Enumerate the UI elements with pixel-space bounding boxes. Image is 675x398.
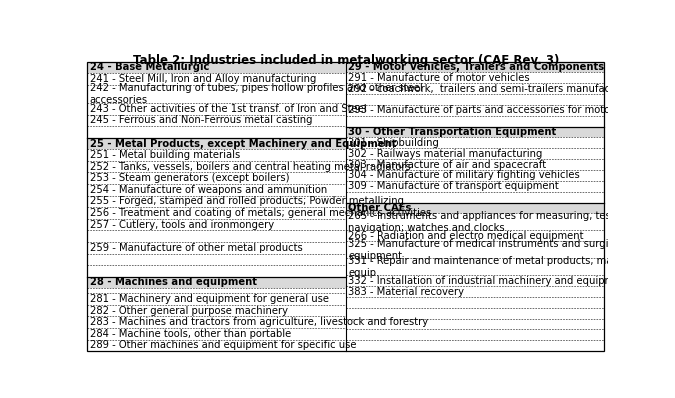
- Text: 241 - Steel Mill, Iron and Alloy manufacturing: 241 - Steel Mill, Iron and Alloy manufac…: [90, 74, 316, 84]
- Text: 331 - Repair and maintenance of metal products, machinery&
equip.: 331 - Repair and maintenance of metal pr…: [348, 256, 657, 278]
- FancyBboxPatch shape: [346, 203, 604, 213]
- Text: 301 - Shipbuilding: 301 - Shipbuilding: [348, 138, 439, 148]
- Text: 282 - Other general purpose machinery: 282 - Other general purpose machinery: [90, 306, 288, 316]
- Text: 325 - Manufacture of medical instruments and surgical
equipment: 325 - Manufacture of medical instruments…: [348, 238, 623, 261]
- Text: 30 - Other Transportation Equipment: 30 - Other Transportation Equipment: [348, 127, 556, 137]
- FancyBboxPatch shape: [346, 62, 604, 72]
- Text: 29 - Motor Vehicles, Trailers and Components: 29 - Motor Vehicles, Trailers and Compon…: [348, 62, 604, 72]
- Text: 243 - Other activities of the 1st transf. of Iron and Steel: 243 - Other activities of the 1st transf…: [90, 104, 367, 114]
- FancyBboxPatch shape: [88, 277, 346, 288]
- Text: 255 - Forged, stamped and rolled products; Powder metallizing: 255 - Forged, stamped and rolled product…: [90, 197, 404, 207]
- FancyBboxPatch shape: [88, 138, 346, 149]
- Text: Other CAEs: Other CAEs: [348, 203, 412, 213]
- Text: 304 - Manufacture of military fighting vehicles: 304 - Manufacture of military fighting v…: [348, 170, 580, 180]
- Text: 25 - Metal Products, except Machinery and Equipment: 25 - Metal Products, except Machinery an…: [90, 139, 396, 148]
- Text: 257 - Cutlery, tools and ironmongery: 257 - Cutlery, tools and ironmongery: [90, 220, 274, 230]
- FancyBboxPatch shape: [88, 62, 346, 73]
- FancyBboxPatch shape: [346, 127, 604, 137]
- Text: 281 - Machinery and equipment for general use: 281 - Machinery and equipment for genera…: [90, 294, 329, 304]
- Text: 383 - Material recovery: 383 - Material recovery: [348, 287, 464, 297]
- Text: 254 - Manufacture of weapons and ammunition: 254 - Manufacture of weapons and ammunit…: [90, 185, 327, 195]
- Text: 292 - coachwork,  trailers and semi-trailers manufacture: 292 - coachwork, trailers and semi-trail…: [348, 84, 630, 94]
- Text: 252 - Tanks, vessels, boilers and central heating metal radiators: 252 - Tanks, vessels, boilers and centra…: [90, 162, 410, 172]
- Text: 283 - Machines and tractors from agriculture, livestock and forestry: 283 - Machines and tractors from agricul…: [90, 317, 428, 327]
- Text: 266 - Radiation and electro medical equipment: 266 - Radiation and electro medical equi…: [348, 231, 584, 241]
- Text: 24 - Base Metallurgic: 24 - Base Metallurgic: [90, 62, 209, 72]
- Text: 251 - Metal building materials: 251 - Metal building materials: [90, 150, 240, 160]
- Text: 332 - Installation of industrial machinery and equipment: 332 - Installation of industrial machine…: [348, 276, 630, 286]
- Text: 256 - Treatment and coating of metals; general mechanics activities: 256 - Treatment and coating of metals; g…: [90, 208, 431, 218]
- Text: 302 - Railways material manufacturing: 302 - Railways material manufacturing: [348, 149, 543, 159]
- Text: 28 - Machines and equipment: 28 - Machines and equipment: [90, 277, 256, 287]
- Text: 253 - Steam generators (except boilers): 253 - Steam generators (except boilers): [90, 173, 290, 183]
- Text: 265 - Instruments and appliances for measuring, testing and
navigation; watches : 265 - Instruments and appliances for mea…: [348, 211, 653, 233]
- Text: 309 - Manufacture of transport equipment: 309 - Manufacture of transport equipment: [348, 181, 559, 191]
- Text: 303 - Manufacture of air and spacecraft: 303 - Manufacture of air and spacecraft: [348, 160, 546, 170]
- Text: Table 2: Industries included in metalworking sector (CAE Rev. 3): Table 2: Industries included in metalwor…: [133, 54, 559, 67]
- Text: 291 - Manufacture of motor vehicles: 291 - Manufacture of motor vehicles: [348, 73, 530, 83]
- Text: 289 - Other machines and equipment for specific use: 289 - Other machines and equipment for s…: [90, 340, 356, 350]
- Text: 284 - Machine tools, other than portable: 284 - Machine tools, other than portable: [90, 329, 291, 339]
- Text: 259 - Manufacture of other metal products: 259 - Manufacture of other metal product…: [90, 243, 302, 253]
- Text: 293 - Manufacture of parts and accessories for motor vehicles: 293 - Manufacture of parts and accessori…: [348, 105, 659, 115]
- Text: 242 - Manufacturing of tubes, pipes hollow profiles and other steel
accessories: 242 - Manufacturing of tubes, pipes holl…: [90, 83, 423, 105]
- Text: 245 - Ferrous and Non-Ferrous metal casting: 245 - Ferrous and Non-Ferrous metal cast…: [90, 115, 313, 125]
